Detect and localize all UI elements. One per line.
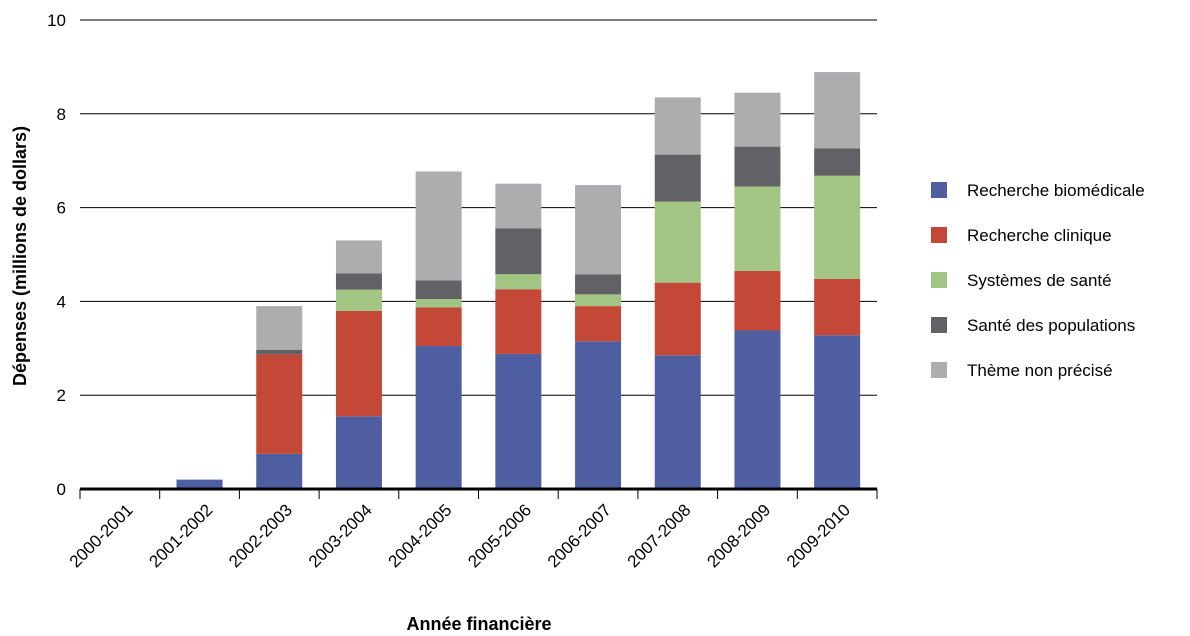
bar-segment [495, 183, 542, 229]
bar-segment [335, 273, 382, 290]
x-tick-label: 2001-2002 [145, 500, 216, 571]
bar-segment [575, 341, 622, 489]
y-tick-labels: 0 2 4 6 8 10 [47, 11, 66, 499]
x-tick-label: 2007-2008 [624, 500, 695, 571]
bar-segment [734, 330, 781, 489]
y-tick-label: 8 [57, 105, 66, 124]
bar-segment [415, 345, 462, 489]
bar-segment [654, 282, 701, 356]
legend-label: Santé des populations [967, 316, 1135, 335]
bar-segment [814, 278, 861, 336]
bar-segment [734, 92, 781, 147]
bar-segment [335, 289, 382, 311]
bar-segment [415, 280, 462, 300]
bar-segment [335, 310, 382, 417]
bar-segment [814, 335, 861, 489]
axes [79, 487, 878, 499]
bar-segment [654, 154, 701, 202]
x-tick-label: 2002-2003 [225, 500, 296, 571]
x-tick-label: 2005-2006 [464, 500, 535, 571]
bar-segment [814, 72, 861, 149]
bars [176, 72, 861, 489]
y-tick-label: 2 [57, 386, 66, 405]
bar-segment [176, 479, 223, 489]
x-tick-labels: 2000-2001 2001-2002 2002-2003 2003-2004 2004… [66, 500, 854, 571]
y-tick-label: 4 [57, 292, 66, 311]
bar-segment [814, 175, 861, 279]
bar-segment [575, 185, 622, 275]
y-axis-title: Dépenses (millions de dollars) [10, 126, 30, 386]
legend-label: Recherche clinique [967, 226, 1112, 245]
bar-segment [335, 240, 382, 274]
x-tick-label: 2006-2007 [544, 500, 615, 571]
x-tick-label: 2003-2004 [305, 500, 376, 571]
legend: Recherche biomédicale Recherche clinique S… [931, 181, 1145, 380]
bar-segment [814, 148, 861, 176]
bar-segment [575, 294, 622, 307]
bar-segment [734, 146, 781, 187]
legend-swatch [931, 182, 947, 198]
bar-segment [734, 270, 781, 331]
y-tick-label: 0 [57, 480, 66, 499]
bar-segment [256, 453, 303, 489]
bar-segment [256, 306, 303, 350]
bar-segment [575, 274, 622, 295]
bar-segment [495, 228, 542, 275]
bar-segment [495, 274, 542, 290]
legend-swatch [931, 317, 947, 333]
legend-swatch [931, 272, 947, 288]
legend-swatch [931, 362, 947, 378]
bar-segment [654, 97, 701, 155]
bar-segment [415, 171, 462, 281]
x-tick-label: 2009-2010 [783, 500, 854, 571]
y-tick-label: 10 [47, 11, 66, 30]
bar-segment [495, 289, 542, 354]
legend-swatch [931, 227, 947, 243]
x-tick-label: 2004-2005 [385, 500, 456, 571]
bar-segment [654, 355, 701, 489]
x-tick-label: 2008-2009 [703, 500, 774, 571]
bar-segment [335, 416, 382, 489]
x-tick-label: 2000-2001 [66, 500, 137, 571]
bar-segment [734, 186, 781, 271]
legend-label: Thème non précisé [967, 361, 1113, 380]
bar-segment [256, 349, 303, 355]
bar-segment [575, 306, 622, 342]
bar-segment [256, 354, 303, 454]
bar-segment [654, 201, 701, 283]
bar-segment [415, 299, 462, 308]
legend-label: Recherche biomédicale [967, 181, 1145, 200]
bar-segment [495, 353, 542, 489]
bar-segment [415, 307, 462, 346]
x-axis-title: Année financière [406, 614, 551, 634]
legend-label: Systèmes de santé [967, 271, 1112, 290]
y-tick-label: 6 [57, 199, 66, 218]
